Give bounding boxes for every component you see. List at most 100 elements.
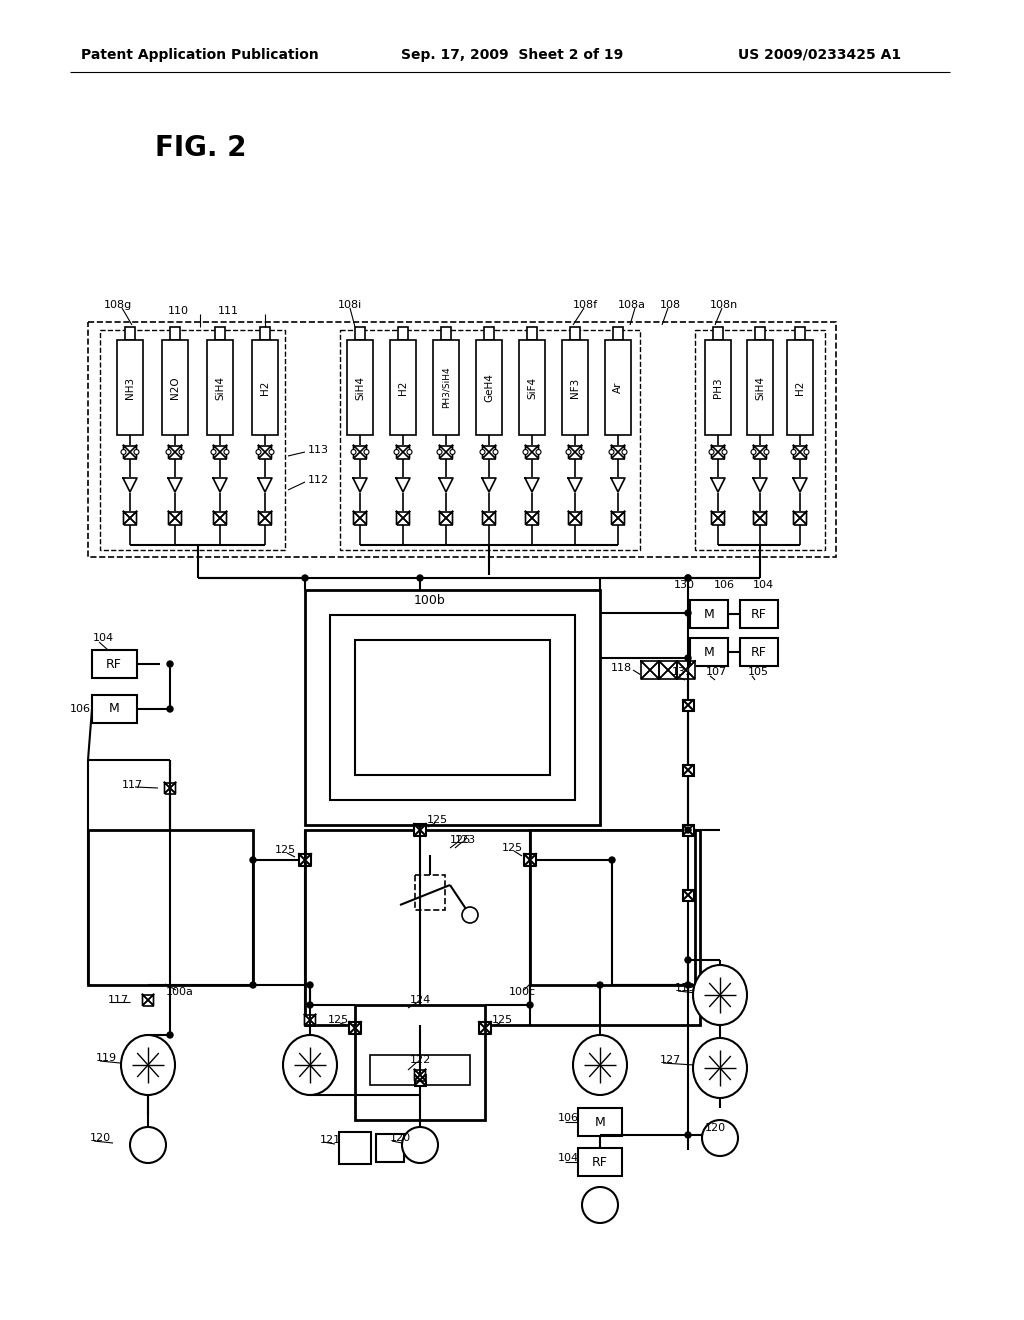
Circle shape — [566, 450, 571, 454]
Text: Ar: Ar — [613, 381, 623, 393]
Polygon shape — [258, 478, 272, 492]
Circle shape — [685, 982, 691, 987]
Polygon shape — [611, 446, 618, 458]
Text: 125: 125 — [426, 814, 447, 825]
Polygon shape — [148, 994, 154, 1006]
Circle shape — [804, 450, 809, 454]
Circle shape — [307, 982, 313, 987]
Circle shape — [709, 450, 714, 454]
Polygon shape — [420, 1069, 426, 1081]
Polygon shape — [754, 511, 760, 524]
Bar — [340, 330, 640, 550]
Circle shape — [307, 1002, 313, 1008]
Text: 108: 108 — [659, 300, 681, 310]
Bar — [740, 601, 778, 628]
Bar — [397, 327, 409, 341]
Text: 127: 127 — [660, 1055, 681, 1065]
Polygon shape — [213, 511, 220, 524]
Polygon shape — [568, 478, 582, 492]
Polygon shape — [532, 511, 539, 524]
Polygon shape — [310, 1015, 315, 1026]
Text: RF: RF — [592, 1155, 608, 1168]
Polygon shape — [618, 511, 625, 524]
Polygon shape — [525, 446, 532, 458]
Polygon shape — [299, 854, 305, 866]
Bar — [483, 327, 495, 341]
Circle shape — [685, 610, 691, 616]
Circle shape — [179, 450, 184, 454]
Bar — [683, 700, 693, 710]
Text: 113: 113 — [308, 445, 329, 455]
Circle shape — [462, 907, 478, 923]
Polygon shape — [414, 824, 420, 836]
Polygon shape — [165, 783, 170, 793]
Bar — [695, 330, 825, 550]
Text: US 2009/0233425 A1: US 2009/0233425 A1 — [738, 48, 901, 62]
Bar — [612, 327, 624, 341]
Bar — [755, 327, 765, 341]
Text: 100b: 100b — [414, 594, 445, 606]
Polygon shape — [718, 446, 725, 458]
Bar — [162, 341, 188, 436]
Bar — [207, 341, 233, 436]
Polygon shape — [482, 511, 489, 524]
Bar — [746, 341, 773, 436]
Polygon shape — [124, 511, 130, 524]
Circle shape — [250, 982, 256, 987]
Bar — [88, 322, 836, 557]
Bar — [683, 890, 693, 900]
Polygon shape — [403, 511, 410, 524]
Text: 104: 104 — [557, 1152, 579, 1163]
Circle shape — [364, 450, 369, 454]
Text: 125: 125 — [274, 845, 296, 855]
Circle shape — [527, 1002, 534, 1008]
Text: 108f: 108f — [572, 300, 598, 310]
Circle shape — [685, 957, 691, 964]
Ellipse shape — [693, 1038, 746, 1098]
Polygon shape — [124, 446, 130, 458]
Polygon shape — [753, 478, 767, 492]
Bar — [433, 341, 459, 436]
Text: N2O: N2O — [170, 376, 180, 399]
Text: 100c: 100c — [509, 987, 536, 997]
Text: M: M — [703, 645, 715, 659]
Circle shape — [437, 450, 442, 454]
Polygon shape — [650, 661, 659, 678]
Bar — [690, 638, 728, 667]
Circle shape — [685, 576, 691, 581]
Polygon shape — [793, 478, 807, 492]
Text: SiH4: SiH4 — [355, 375, 365, 400]
Bar — [476, 341, 502, 436]
Circle shape — [302, 576, 308, 581]
Polygon shape — [611, 511, 618, 524]
Text: RF: RF — [106, 657, 122, 671]
Circle shape — [622, 450, 627, 454]
Polygon shape — [618, 446, 625, 458]
Circle shape — [722, 450, 727, 454]
Polygon shape — [420, 824, 426, 836]
Text: 124: 124 — [410, 995, 431, 1005]
Circle shape — [523, 450, 528, 454]
Text: 118: 118 — [611, 663, 632, 673]
Bar — [569, 327, 581, 341]
Ellipse shape — [693, 965, 746, 1026]
Polygon shape — [530, 854, 536, 866]
Polygon shape — [168, 478, 182, 492]
Bar — [415, 875, 445, 909]
Text: 123: 123 — [455, 836, 475, 845]
Text: M: M — [109, 702, 120, 715]
Text: RF: RF — [751, 645, 767, 659]
Polygon shape — [611, 478, 625, 492]
Polygon shape — [482, 478, 496, 492]
Bar — [92, 649, 137, 678]
Circle shape — [351, 450, 356, 454]
Circle shape — [394, 450, 399, 454]
Polygon shape — [170, 783, 175, 793]
Text: FIG. 2: FIG. 2 — [155, 135, 247, 162]
Bar — [578, 1107, 622, 1137]
Text: Patent Application Publication: Patent Application Publication — [81, 48, 318, 62]
Text: 125: 125 — [492, 1015, 513, 1026]
Circle shape — [609, 857, 615, 863]
Polygon shape — [712, 511, 718, 524]
Bar — [713, 327, 723, 341]
